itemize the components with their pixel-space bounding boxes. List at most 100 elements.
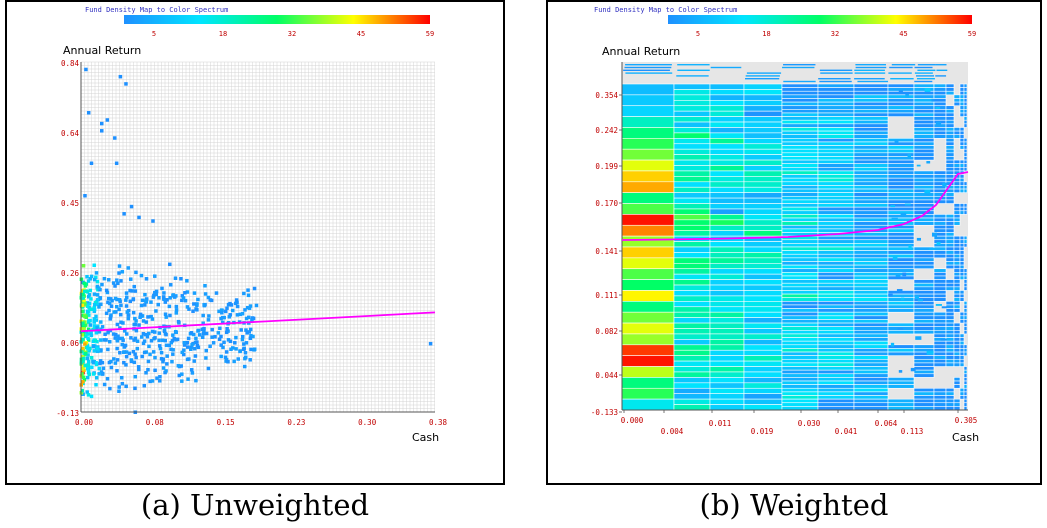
density-cell xyxy=(887,330,915,335)
density-cell xyxy=(201,313,205,318)
density-cell xyxy=(817,366,855,371)
density-cell xyxy=(224,330,229,335)
density-cell xyxy=(135,346,140,351)
density-cell xyxy=(853,326,889,331)
density-cell xyxy=(781,123,819,128)
density-cell xyxy=(208,344,212,349)
density-cell xyxy=(97,372,101,376)
density-cell xyxy=(124,350,129,354)
density-cell xyxy=(887,159,915,164)
density-cell xyxy=(673,208,711,215)
density-cell xyxy=(887,163,915,168)
density-cell xyxy=(959,181,965,186)
density-cell xyxy=(781,185,819,190)
density-cell xyxy=(933,217,947,222)
density-cell xyxy=(853,395,889,400)
density-cell xyxy=(743,181,783,188)
density-cell xyxy=(898,90,903,93)
density-cell xyxy=(227,315,232,319)
density-cell xyxy=(817,228,855,233)
density-cell xyxy=(817,141,855,146)
density-cell xyxy=(132,360,137,365)
density-cell xyxy=(963,322,968,327)
density-cell xyxy=(853,138,889,143)
density-cell xyxy=(933,246,947,251)
density-cell xyxy=(673,121,711,128)
density-cell xyxy=(673,219,711,226)
density-cell xyxy=(92,317,97,321)
density-cell xyxy=(953,297,961,302)
density-cell xyxy=(89,274,94,279)
density-cell xyxy=(86,359,91,364)
density-cell xyxy=(83,363,87,368)
x-tick-label: 0.113 xyxy=(901,427,924,436)
density-cell xyxy=(933,228,947,233)
density-cell xyxy=(153,330,157,334)
density-cell xyxy=(743,246,783,253)
density-cell xyxy=(129,277,133,281)
density-cell xyxy=(887,181,915,186)
density-cell xyxy=(709,311,745,318)
density-cell xyxy=(673,197,711,204)
density-cell xyxy=(817,384,855,389)
legend-tick-label: 18 xyxy=(219,30,227,38)
density-cell xyxy=(945,159,955,164)
density-cell xyxy=(81,337,85,342)
density-cell xyxy=(190,371,195,375)
density-cell xyxy=(853,308,889,313)
density-cell xyxy=(171,333,175,337)
density-cell xyxy=(953,181,961,186)
density-cell xyxy=(121,350,126,354)
density-cell xyxy=(945,228,955,233)
density-cell xyxy=(963,105,968,110)
tick-labels: 0.00 0.08 0.15 0.23 0.30 0.380.840.640.450.26… xyxy=(56,59,447,427)
legend-tick-label: 59 xyxy=(968,30,976,38)
density-cell xyxy=(817,319,855,324)
density-cell xyxy=(743,360,783,367)
density-cell xyxy=(953,130,961,136)
density-cell xyxy=(171,352,175,356)
density-cell xyxy=(124,82,128,86)
density-cell xyxy=(963,235,968,241)
density-cell xyxy=(781,141,819,146)
density-cell xyxy=(171,293,175,297)
density-cell xyxy=(853,87,889,92)
density-cell xyxy=(217,309,221,314)
density-cell xyxy=(913,148,935,154)
density-cell xyxy=(933,268,947,273)
density-cell xyxy=(817,351,855,356)
density-cell xyxy=(933,406,947,411)
density-cell xyxy=(959,387,965,393)
density-cell xyxy=(120,270,125,274)
density-cell xyxy=(913,326,935,331)
density-cell xyxy=(817,174,855,179)
density-cell xyxy=(890,78,914,80)
density-cell xyxy=(945,174,955,179)
density-cell xyxy=(246,315,251,320)
density-cell xyxy=(953,326,961,331)
density-cell xyxy=(117,385,121,389)
density-cell xyxy=(673,317,711,324)
density-cell xyxy=(853,127,889,132)
density-cell xyxy=(131,310,136,315)
density-cell xyxy=(953,362,961,367)
density-cell xyxy=(107,301,112,306)
density-cell xyxy=(933,398,947,404)
density-cell xyxy=(176,364,181,368)
density-cell xyxy=(781,119,819,125)
density-cell xyxy=(125,295,129,300)
density-cell xyxy=(130,289,134,293)
density-cell xyxy=(621,366,675,378)
density-cell xyxy=(781,109,819,114)
density-cell xyxy=(146,331,151,336)
density-cell xyxy=(853,239,889,244)
density-cell xyxy=(781,214,819,219)
density-cell xyxy=(781,398,819,404)
density-cell xyxy=(963,286,968,291)
density-cell xyxy=(132,284,137,289)
density-cell xyxy=(933,112,947,117)
density-cell xyxy=(963,275,968,280)
density-cell xyxy=(933,330,947,335)
density-cell xyxy=(817,330,855,335)
density-cell xyxy=(113,136,117,140)
